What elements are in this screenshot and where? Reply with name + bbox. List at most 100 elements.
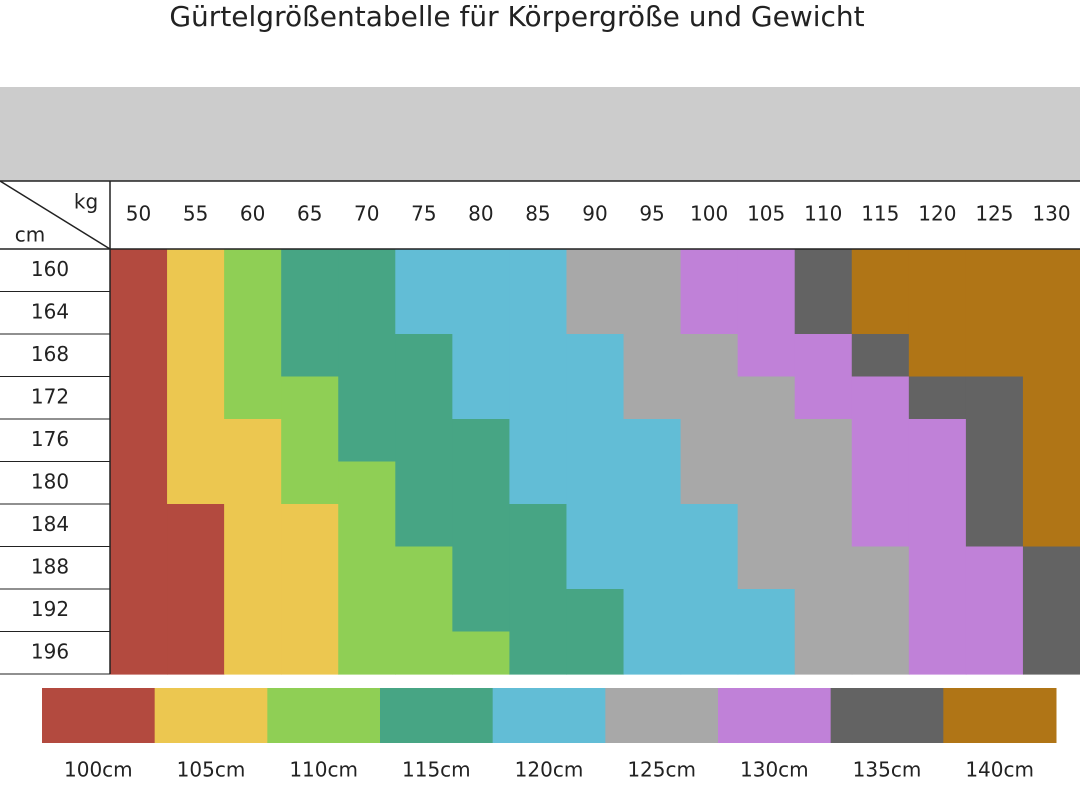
cell xyxy=(566,291,625,335)
cell xyxy=(851,589,910,633)
cell xyxy=(908,291,967,335)
x-tick-label: 55 xyxy=(183,202,208,226)
cell xyxy=(395,334,453,378)
cell xyxy=(110,461,168,505)
cell xyxy=(680,291,739,335)
cell xyxy=(908,546,967,590)
cell xyxy=(737,631,796,675)
cell xyxy=(794,419,853,463)
cell xyxy=(509,504,568,548)
cell xyxy=(623,419,682,463)
cell xyxy=(623,291,682,335)
x-tick-label: 60 xyxy=(240,202,265,226)
legend-swatch xyxy=(492,688,606,743)
cell xyxy=(281,334,339,378)
cell xyxy=(167,291,225,335)
cell xyxy=(110,249,168,293)
cell xyxy=(509,546,568,590)
cell xyxy=(566,334,625,378)
cell xyxy=(167,631,225,675)
legend-label: 115cm xyxy=(402,758,471,782)
cell xyxy=(509,461,568,505)
x-tick-label: 110 xyxy=(804,202,842,226)
y-tick-label: 172 xyxy=(31,384,69,408)
cell xyxy=(566,419,625,463)
cell xyxy=(452,249,511,293)
cell xyxy=(794,249,853,293)
cell xyxy=(680,631,739,675)
cell xyxy=(737,291,796,335)
y-tick-label: 192 xyxy=(31,597,69,621)
cell xyxy=(851,546,910,590)
legend-label: 140cm xyxy=(965,758,1034,782)
cell xyxy=(338,461,396,505)
cell xyxy=(566,376,625,420)
cell xyxy=(281,376,339,420)
cell xyxy=(623,546,682,590)
cell xyxy=(908,589,967,633)
cell xyxy=(1022,376,1080,420)
cell xyxy=(908,376,967,420)
cell xyxy=(224,249,282,293)
cell xyxy=(623,631,682,675)
cell xyxy=(908,461,967,505)
cell xyxy=(395,291,453,335)
cell xyxy=(338,546,396,590)
cell xyxy=(281,631,339,675)
cell xyxy=(908,334,967,378)
cell xyxy=(509,589,568,633)
legend-swatch xyxy=(42,688,156,743)
cell xyxy=(851,504,910,548)
x-tick-label: 130 xyxy=(1032,202,1070,226)
cell xyxy=(1022,546,1080,590)
cell xyxy=(1022,589,1080,633)
x-tick-label: 65 xyxy=(297,202,322,226)
cell xyxy=(566,249,625,293)
cell xyxy=(623,589,682,633)
cell xyxy=(110,334,168,378)
cell xyxy=(965,631,1024,675)
cell xyxy=(1022,419,1080,463)
x-tick-label: 70 xyxy=(354,202,379,226)
cell xyxy=(338,291,396,335)
cell xyxy=(281,504,339,548)
cell xyxy=(110,419,168,463)
cell xyxy=(794,334,853,378)
x-tick-label: 75 xyxy=(411,202,436,226)
cell xyxy=(680,546,739,590)
cell xyxy=(908,419,967,463)
y-tick-label: 188 xyxy=(31,554,69,578)
cell xyxy=(281,419,339,463)
cell xyxy=(737,546,796,590)
cell xyxy=(851,249,910,293)
cell xyxy=(794,631,853,675)
cell xyxy=(224,334,282,378)
cell xyxy=(1022,249,1080,293)
cell xyxy=(338,334,396,378)
cell xyxy=(737,589,796,633)
cell xyxy=(395,631,453,675)
legend-swatch xyxy=(830,688,944,743)
y-tick-label: 184 xyxy=(31,512,69,536)
cell xyxy=(623,334,682,378)
cell xyxy=(680,419,739,463)
x-tick-label: 80 xyxy=(468,202,493,226)
cell xyxy=(680,376,739,420)
cell xyxy=(965,546,1024,590)
cell xyxy=(965,589,1024,633)
legend-swatch xyxy=(605,688,719,743)
chart-title: Gürtelgrößentabelle für Körpergröße und … xyxy=(169,0,864,33)
y-tick-label: 176 xyxy=(31,427,69,451)
cell xyxy=(509,291,568,335)
cell xyxy=(965,376,1024,420)
cell xyxy=(1022,461,1080,505)
cell xyxy=(566,461,625,505)
cell xyxy=(281,461,339,505)
cell xyxy=(623,249,682,293)
x-tick-label: 85 xyxy=(525,202,550,226)
cell xyxy=(224,376,282,420)
cell xyxy=(281,249,339,293)
cell xyxy=(794,546,853,590)
cell xyxy=(794,376,853,420)
